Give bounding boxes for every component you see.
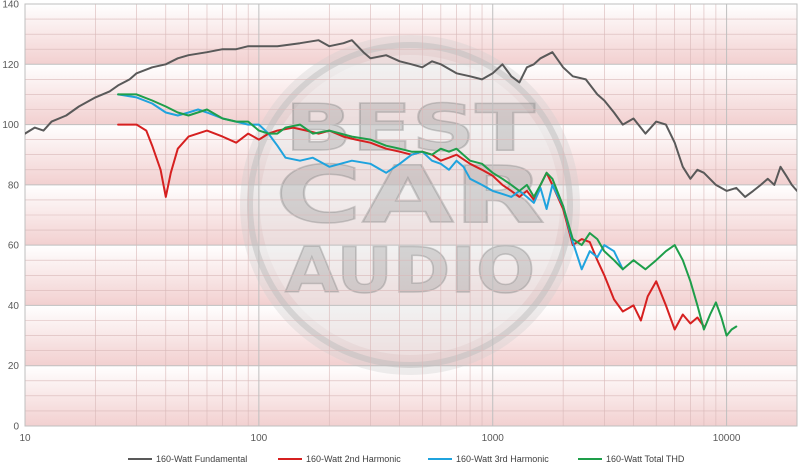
x-tick-label: 100	[251, 433, 268, 444]
series-line	[25, 39, 797, 198]
watermark-word: AUDIO	[285, 234, 535, 307]
legend-label: 160-Watt Total THD	[606, 454, 685, 464]
series-line	[117, 123, 705, 331]
legend-label: 160-Watt 3rd Harmonic	[456, 454, 549, 464]
plot-border	[24, 3, 798, 427]
y-tick-label: 60	[8, 241, 20, 252]
legend-label: 160-Watt Fundamental	[156, 454, 247, 464]
y-tick-label: 20	[8, 361, 20, 372]
x-tick-label: 1000	[482, 433, 505, 444]
y-tick-label: 120	[2, 60, 19, 71]
y-tick-label: 80	[8, 180, 20, 191]
y-tick-label: 0	[13, 422, 19, 433]
watermark-word: CAR	[275, 151, 545, 241]
y-tick-label: 100	[2, 120, 19, 131]
legend-label: 160-Watt 2nd Harmonic	[306, 454, 401, 464]
legend: 160-Watt Fundamental 160-Watt 2nd Harmoni…	[128, 454, 685, 464]
watermark-inner-disc	[260, 55, 560, 355]
series-line	[117, 93, 738, 337]
y-tick-label: 140	[2, 0, 19, 11]
x-tick-label: 10	[19, 433, 31, 444]
watermark-outer-ring	[240, 35, 580, 375]
series-lines	[25, 39, 797, 337]
y-tick-label: 40	[8, 301, 20, 312]
watermark-ring-stroke	[247, 42, 573, 368]
grid	[24, 3, 798, 427]
axes: 0 20 40 60 80 100 120 140 10 100 1000 10000	[2, 0, 741, 444]
x-tick-label: 10000	[713, 433, 741, 444]
